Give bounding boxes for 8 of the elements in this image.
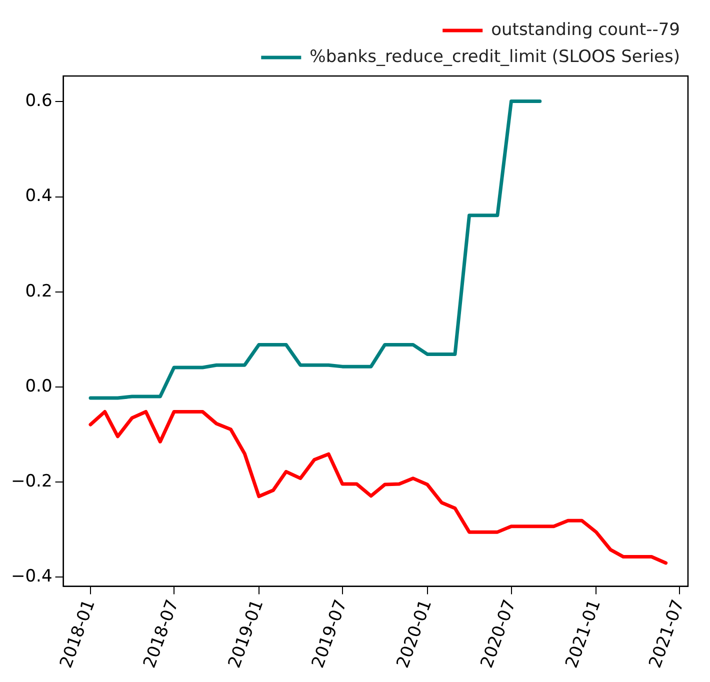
y-tick-label: 0.2 [25, 281, 52, 302]
y-tick-label: 0.4 [25, 186, 52, 206]
legend-label: %banks_reduce_credit_limit (SLOOS Series) [310, 46, 680, 67]
y-tick-label: 0.0 [25, 376, 52, 396]
y-tick-label: −0.4 [11, 566, 52, 587]
y-tick-label: 0.6 [25, 91, 52, 112]
legend-label: outstanding count--79 [491, 20, 680, 40]
y-tick-label: −0.2 [11, 472, 52, 492]
